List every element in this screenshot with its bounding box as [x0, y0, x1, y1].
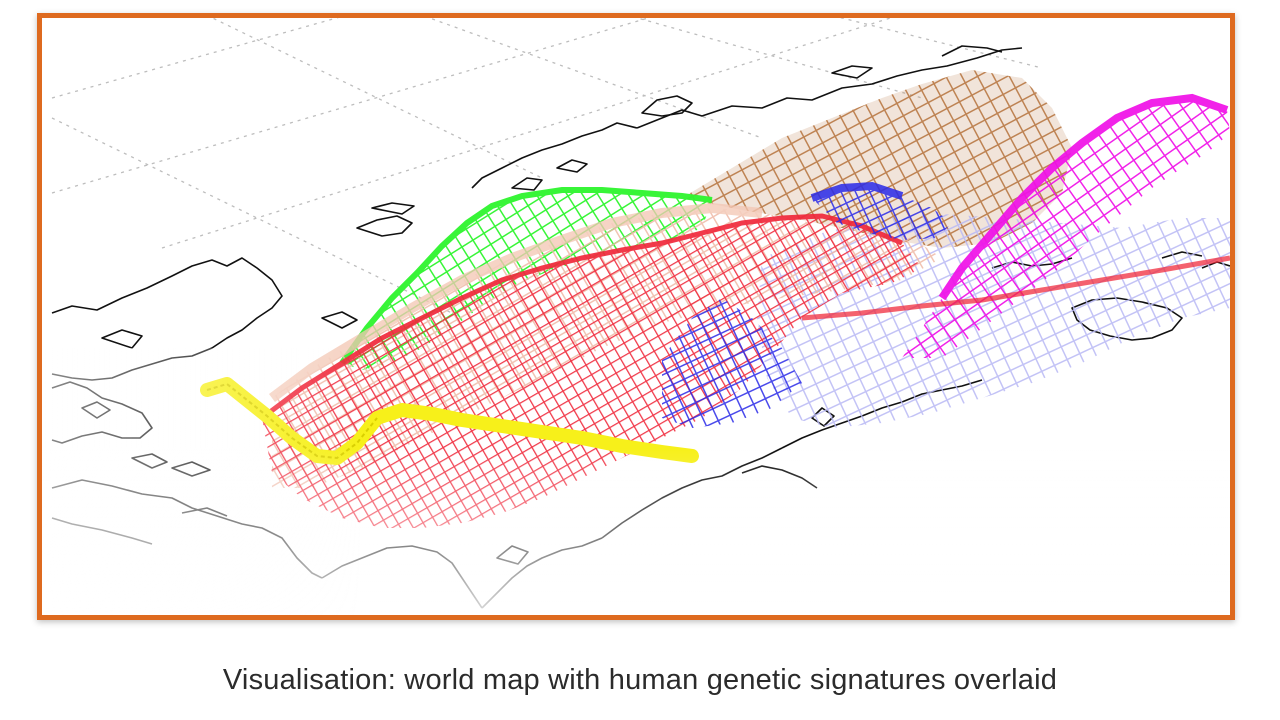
- figure-caption: Visualisation: world map with human gene…: [222, 664, 1058, 696]
- blue-mesh: [662, 181, 952, 428]
- graticule-lines: [51, 18, 1043, 319]
- map-visualisation-frame: [37, 13, 1235, 620]
- magenta-mesh: [902, 93, 1230, 358]
- left-fade: [42, 348, 362, 615]
- world-map-canvas: [42, 18, 1230, 615]
- brown-mesh: [682, 70, 1072, 248]
